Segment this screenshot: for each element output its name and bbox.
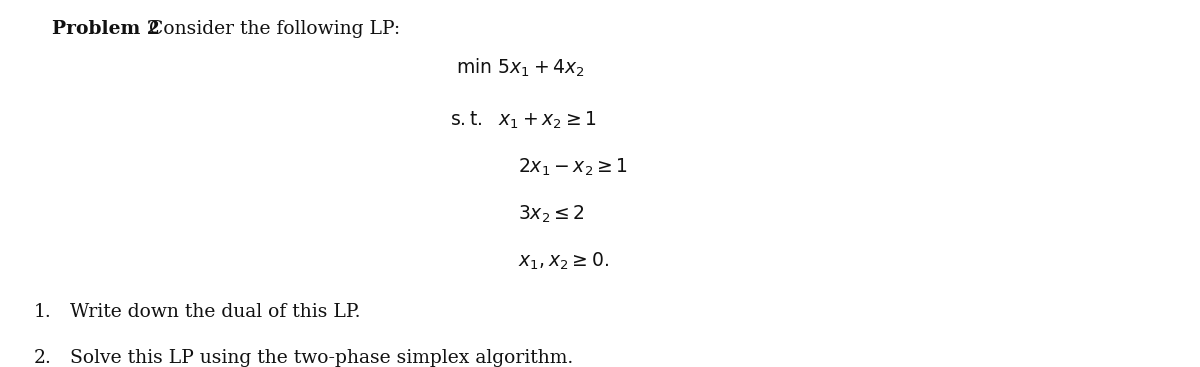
Text: $x_1, x_2 \geq 0.$: $x_1, x_2 \geq 0.$	[518, 251, 610, 272]
Text: Write down the dual of this LP.: Write down the dual of this LP.	[70, 303, 360, 321]
Text: $\min\ 5x_1 + 4x_2$: $\min\ 5x_1 + 4x_2$	[456, 57, 584, 79]
Text: $2x_1 - x_2 \geq 1$: $2x_1 - x_2 \geq 1$	[518, 157, 629, 178]
Text: $\mathrm{s.t.}\ \ x_1 + x_2 \geq 1$: $\mathrm{s.t.}\ \ x_1 + x_2 \geq 1$	[450, 110, 596, 131]
Text: Consider the following LP:: Consider the following LP:	[143, 20, 400, 38]
Text: 2.: 2.	[34, 349, 52, 367]
Text: Solve this LP using the two-phase simplex algorithm.: Solve this LP using the two-phase simple…	[70, 349, 572, 367]
Text: $3x_2 \leq 2$: $3x_2 \leq 2$	[518, 204, 586, 225]
Text: Problem 2: Problem 2	[52, 20, 160, 38]
Text: 1.: 1.	[34, 303, 52, 321]
